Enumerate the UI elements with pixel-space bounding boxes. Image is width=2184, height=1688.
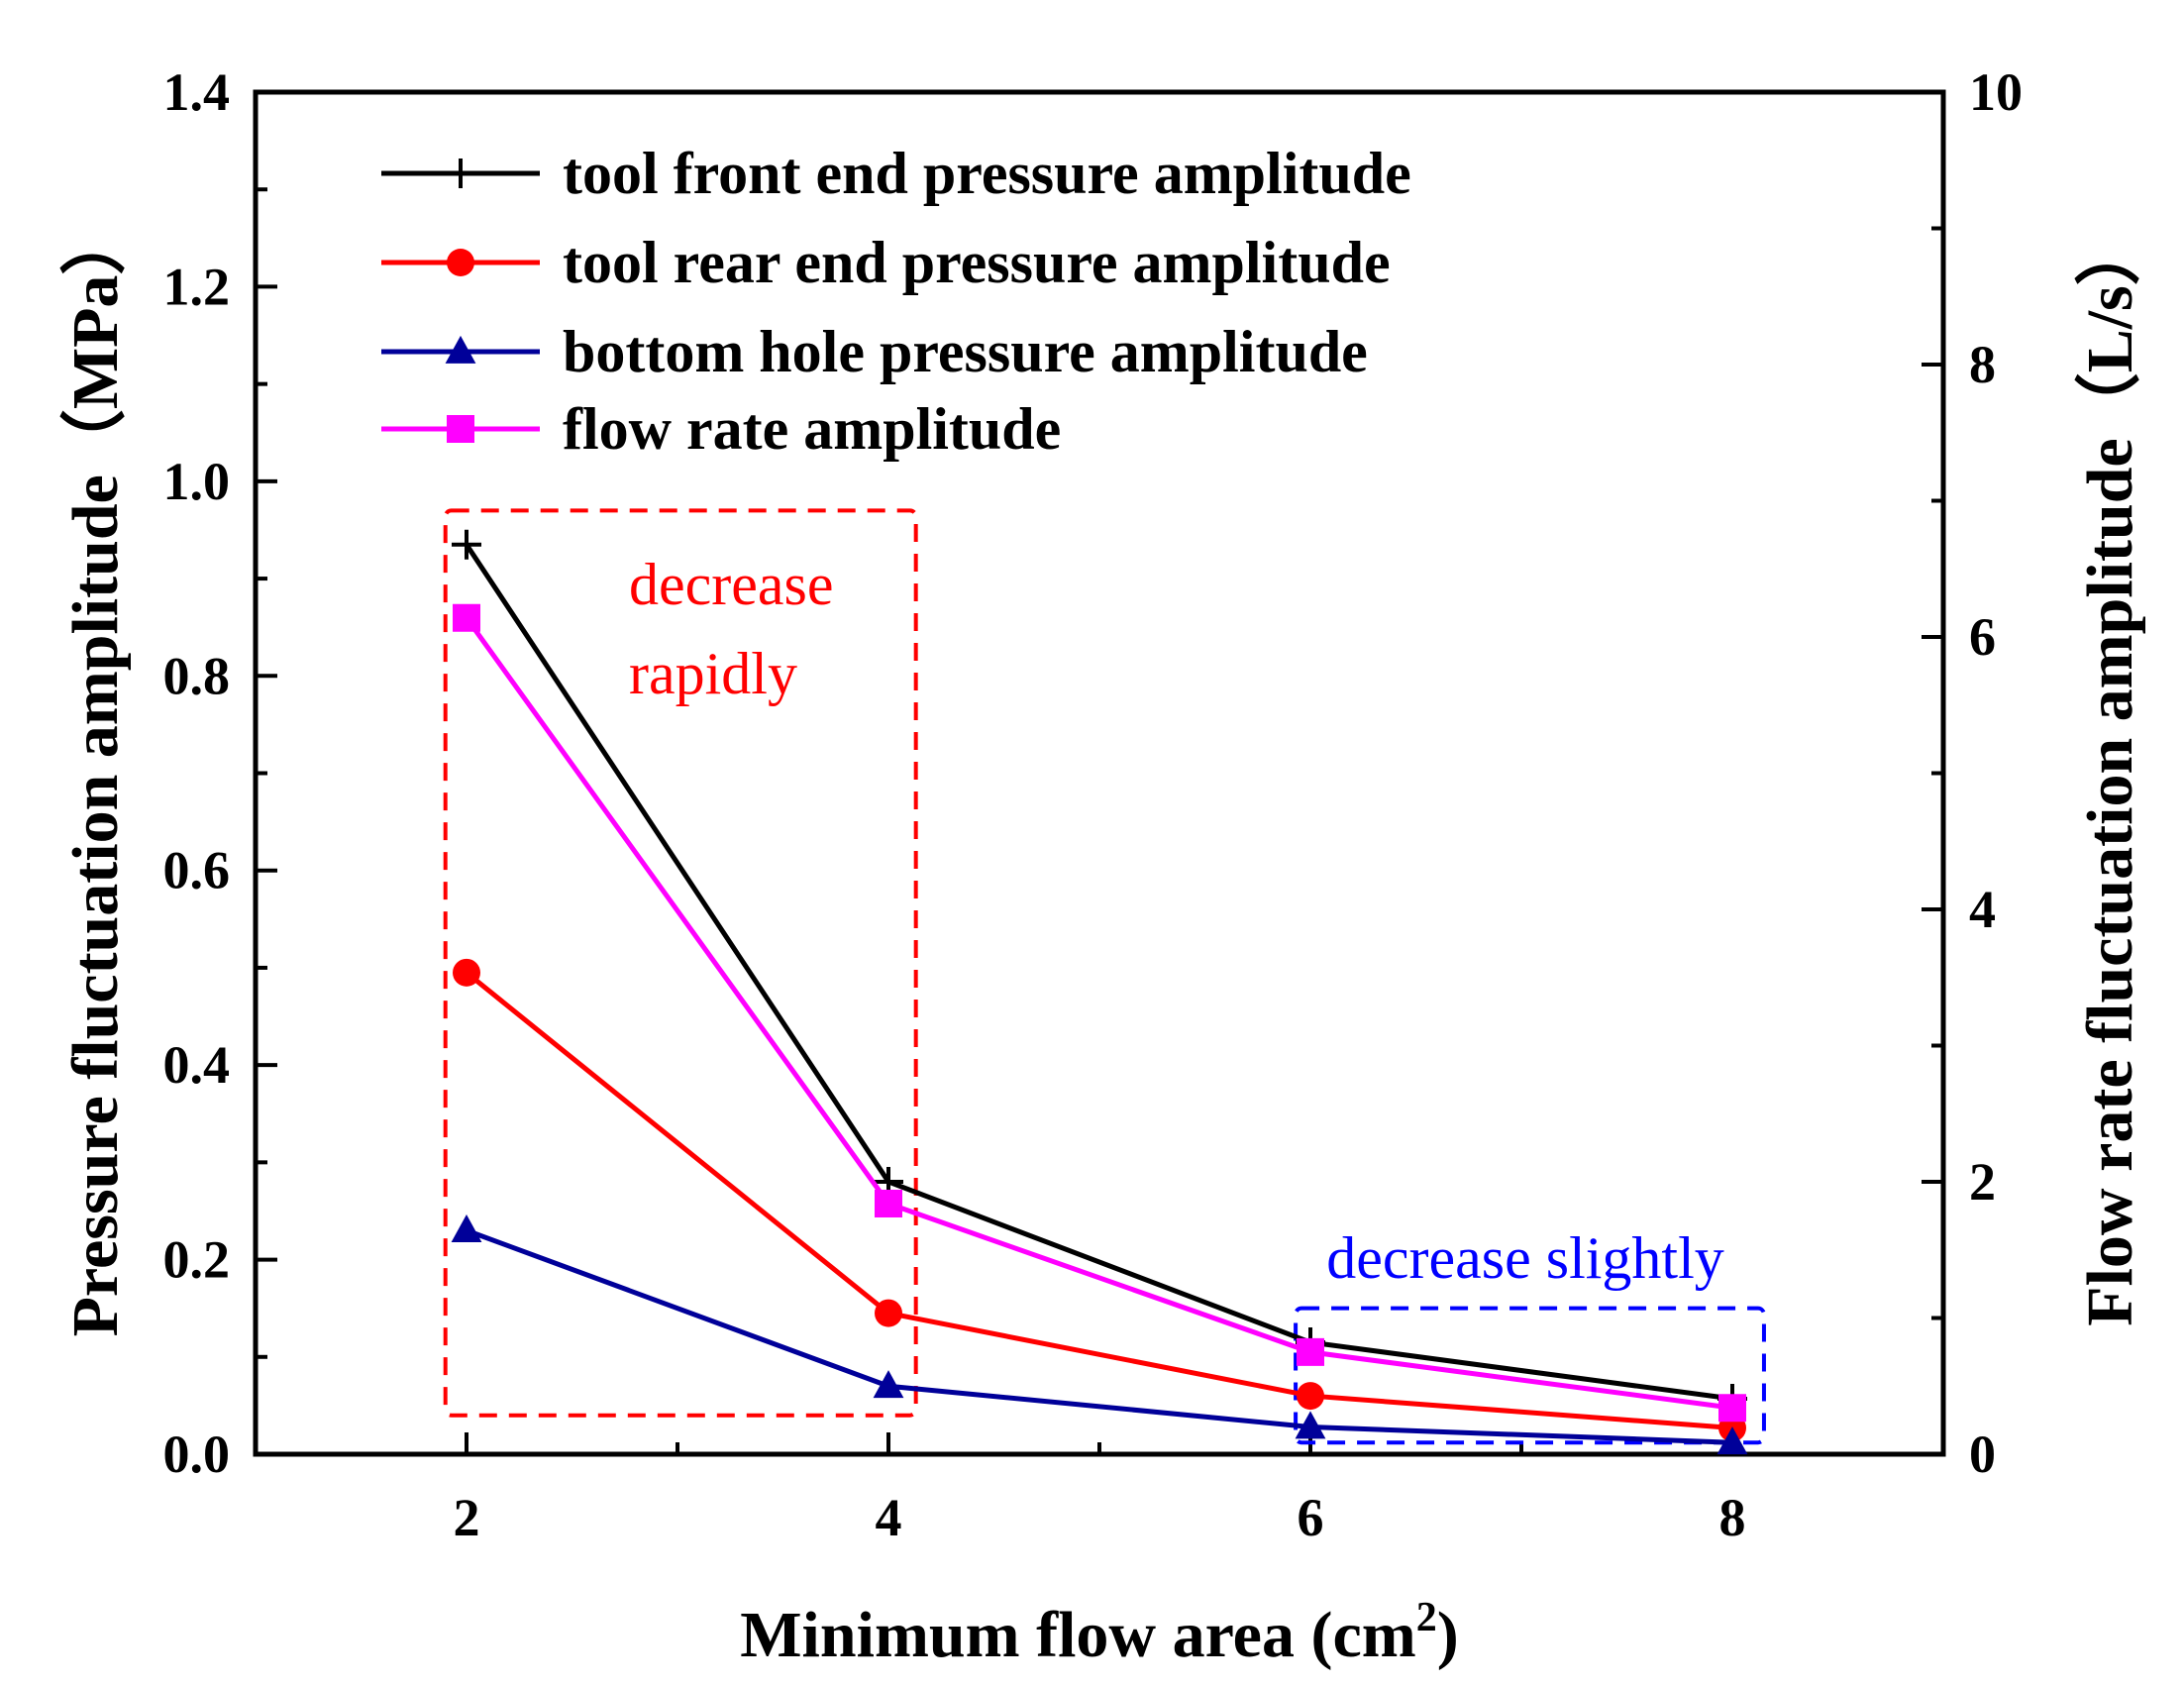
series-1-point [452,529,481,560]
series-line-4 [464,616,1733,1411]
y-right-tick-label: 4 [1969,880,1996,939]
series-3-point [451,1214,482,1243]
y-left-tick-label: 0.6 [163,841,231,900]
legend-label-2: tool rear end pressure amplitude [563,230,1391,295]
y-left-tick-label: 0.2 [163,1230,231,1290]
y-left-tick-label: 0.4 [163,1035,231,1095]
series-2-point [453,958,480,987]
y-right-tick-label: 6 [1969,607,1996,667]
x-tick-label: 8 [1719,1488,1746,1547]
x-axis-title: Minimum flow area (cm2) [740,1595,1458,1671]
decrease-rapidly-label: rapidly [629,641,797,706]
legend-marker-1 [446,158,475,188]
legend-marker-3 [445,335,476,364]
series-line-3 [466,1227,1733,1445]
decrease-rapidly-label: decrease [629,552,833,617]
legend-label-1: tool front end pressure amplitude [563,141,1411,206]
series-line-2 [465,970,1733,1430]
x-tick-label: 6 [1298,1488,1324,1547]
series-3-point [1716,1426,1748,1455]
legend-marker-2 [447,249,474,276]
series-3-point [873,1370,904,1399]
series-3-point [1295,1411,1326,1439]
y-right-tick-label: 8 [1969,335,1996,394]
decrease-slightly-box [1294,1306,1766,1445]
y-left-tick-label: 0.8 [163,646,231,705]
y-left-tick-label: 0.0 [163,1424,231,1484]
series-4-point [1297,1337,1324,1366]
legend-label-4: flow rate amplitude [563,396,1061,462]
y-left-tick-label: 1.0 [163,452,231,511]
series-4-point [453,603,480,632]
series-line-1 [464,543,1733,1402]
legend-marker-4 [447,415,474,443]
y-right-tick-label: 10 [1969,62,2023,122]
series-2-point [875,1299,902,1327]
series-4-point [1718,1394,1746,1423]
y-left-tick-label: 1.2 [163,257,231,316]
y-right-axis-title: Flow rate fluctuation amplitude（L/s） [2073,220,2146,1326]
y-left-axis-title: Pressure fluctuation amplitude（MPa） [58,210,132,1337]
decrease-slightly-label: decrease slightly [1326,1225,1724,1291]
x-tick-label: 4 [876,1488,902,1547]
series-4-point [875,1190,902,1217]
y-left-tick-label: 1.4 [163,62,231,122]
series-2-point [1297,1382,1324,1411]
y-right-tick-label: 0 [1969,1424,1996,1484]
x-tick-label: 2 [454,1488,480,1547]
y-right-tick-label: 2 [1969,1152,1996,1212]
legend-label-3: bottom hole pressure amplitude [563,319,1368,384]
